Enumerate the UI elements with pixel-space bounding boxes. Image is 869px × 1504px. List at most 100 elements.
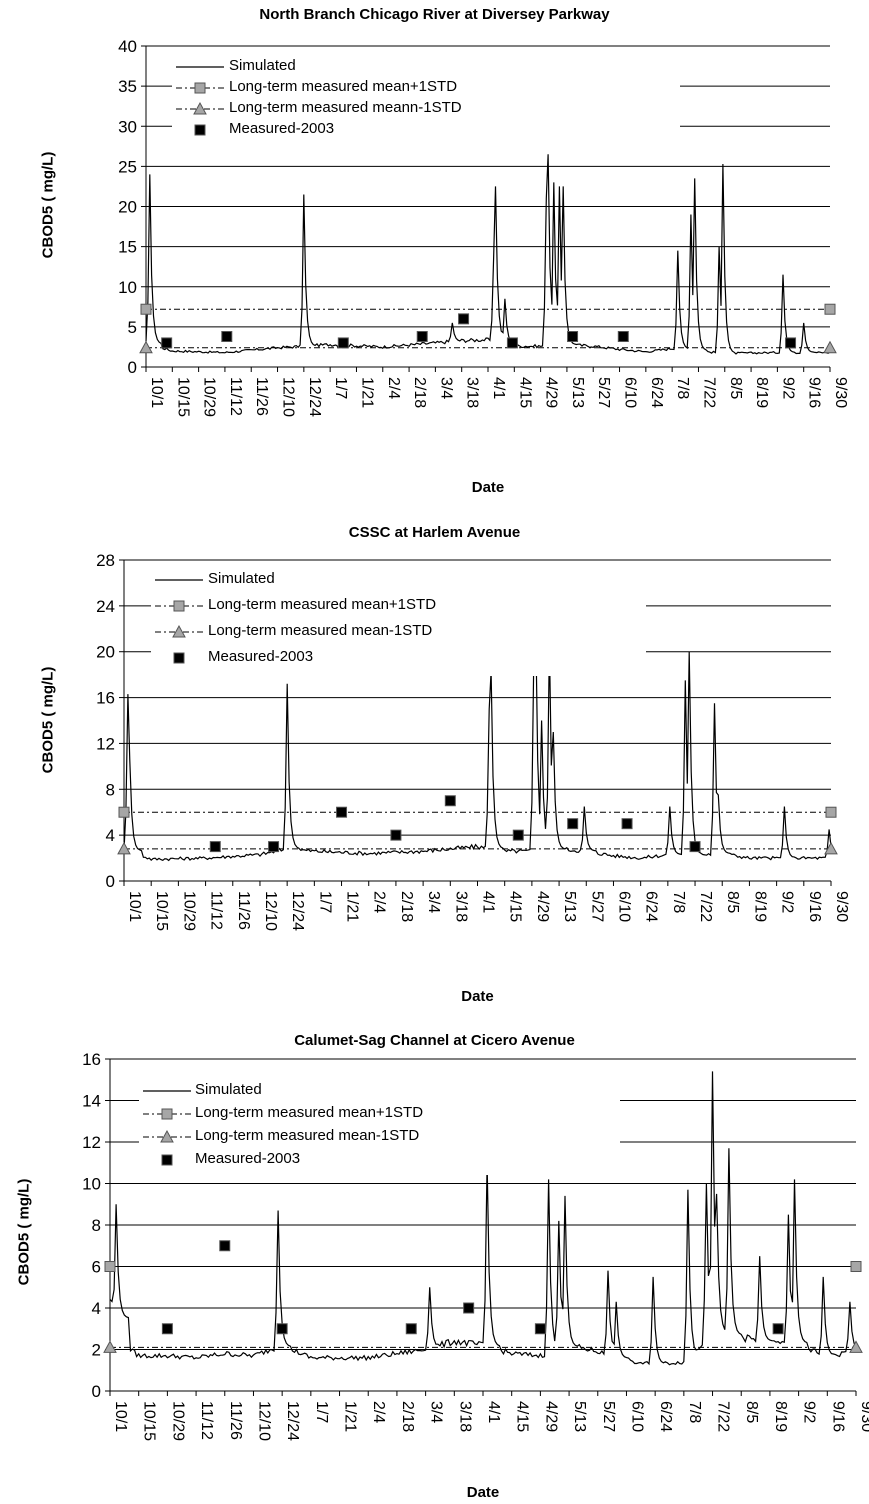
series-mean-plus-std-marker	[824, 303, 836, 315]
series-simulated-line	[109, 1071, 857, 1366]
x-tick-label: 3/4	[428, 1401, 445, 1423]
chart-svg-cicero: 0 2 4 6 8 10 12 14 16 10/1 10/15 10/29 11/12 11/26 12/…	[82, 1050, 869, 1441]
x-tick-label: 9/30	[858, 1401, 869, 1432]
x-tick-label: 10/1	[112, 1401, 129, 1432]
y-axis-label: CBOD5 ( mg/L)	[39, 151, 57, 259]
series-mean-plus-std-marker	[850, 1261, 862, 1272]
y-tick-label: 25	[118, 157, 137, 176]
x-axis-label: Date	[461, 988, 494, 1005]
x-tick-label: 6/24	[657, 1401, 674, 1432]
y-tick-label: 4	[92, 1299, 101, 1318]
legend-label-measured-2003: Measured-2003	[208, 648, 314, 665]
x-tick-label: 9/2	[779, 377, 796, 399]
x-tick-label: 10/1	[148, 377, 165, 408]
gridlines	[146, 45, 830, 328]
series-measured-2003-point	[336, 806, 348, 818]
x-tick-label: 10/29	[201, 377, 218, 417]
x-tick-label: 11/26	[235, 891, 252, 930]
legend-label-mean-minus-std: Long-term measured mean-1STD	[195, 1127, 420, 1144]
x-tick-label: 4/15	[514, 1401, 531, 1432]
legend-marker-measured-2003	[173, 652, 185, 664]
y-tick-label: 24	[96, 597, 115, 616]
legend-marker-mean-plus-std	[194, 82, 206, 94]
x-tick-label: 9/30	[833, 891, 850, 922]
x-tick-label: 7/8	[674, 377, 691, 399]
x-tick-label: 1/7	[332, 377, 349, 399]
y-tick-label: 35	[118, 77, 137, 96]
y-tick-label: 14	[82, 1092, 101, 1111]
x-tick-label: 6/24	[648, 377, 665, 408]
x-tick-label: 1/21	[344, 891, 361, 922]
series-mean-plus-std-marker	[825, 806, 837, 818]
x-tick-label: 4/1	[485, 1401, 502, 1423]
y-tick-label: 5	[128, 318, 137, 337]
x-tick-label: 12/10	[255, 1401, 272, 1441]
x-tick-label: 3/18	[456, 1401, 473, 1432]
series-simulated-line	[123, 628, 832, 862]
series-measured-2003-point	[463, 1302, 475, 1314]
x-tick-label: 7/8	[686, 1401, 703, 1423]
x-tick-label: 10/29	[169, 1401, 186, 1441]
chart-panel-cicero: Calumet-Sag Channel at Cicero Avenue 0 2 4…	[0, 1000, 869, 1504]
x-tick-label: 1/21	[358, 377, 375, 408]
series-measured-2003-point	[512, 829, 524, 841]
chart-panel-harlem: CSSC at Harlem Avenue 0 4 8 12 16 20 24 28 10/1 1…	[0, 500, 869, 1005]
y-tick-label: 12	[96, 734, 115, 753]
x-tick-label: 1/7	[316, 891, 333, 913]
x-tick-label: 7/8	[670, 891, 687, 913]
x-tick-label: 4/1	[490, 377, 507, 399]
series-measured-2003-point	[534, 1323, 546, 1335]
y-tick-label: 20	[96, 643, 115, 662]
legend-label-simulated: Simulated	[208, 570, 275, 587]
series-measured-2003-point	[209, 841, 221, 853]
x-tick-label: 10/1	[126, 891, 143, 922]
x-tick-label: 11/12	[227, 377, 244, 416]
series-measured-2003-point	[219, 1240, 231, 1252]
x-tick-label: 5/27	[595, 377, 612, 408]
x-tick-label: 11/12	[198, 1401, 215, 1440]
x-tick-label: 12/10	[262, 891, 279, 931]
legend-marker-mean-minus-std	[160, 1129, 174, 1143]
x-tick-label: 10/29	[180, 891, 197, 931]
x-tick-label: 5/27	[600, 1401, 617, 1432]
x-tick-label: 2/4	[370, 1401, 387, 1423]
x-tick-label: 8/19	[751, 891, 768, 922]
x-tick-label: 10/15	[174, 377, 191, 417]
x-tick-label: 8/5	[724, 891, 741, 913]
y-tick-label: 8	[92, 1216, 101, 1235]
series-measured-2003-point	[785, 337, 797, 349]
series-measured-2003-point	[405, 1323, 417, 1335]
y-tick-label: 16	[96, 689, 115, 708]
legend-marker-mean-minus-std	[193, 101, 207, 115]
x-tick-label: 7/22	[697, 891, 714, 922]
y-tick-label: 12	[82, 1133, 101, 1152]
legend-label-mean-plus-std: Long-term measured mean+1STD	[208, 596, 437, 613]
series-measured-2003-point	[276, 1323, 288, 1335]
series-measured-2003-point	[458, 313, 470, 325]
x-tick-label: 12/10	[280, 377, 297, 417]
y-tick-label: 0	[106, 872, 115, 891]
x-tick-label: 9/16	[829, 1401, 846, 1432]
chart-title: Calumet-Sag Channel at Cicero Avenue	[294, 1032, 575, 1049]
series-measured-2003-point	[772, 1323, 784, 1335]
x-tick-label: 12/24	[306, 377, 323, 417]
series-measured-2003-point	[161, 337, 173, 349]
series-measured-2003-point	[444, 795, 456, 807]
y-tick-label: 8	[106, 780, 115, 799]
legend-label-mean-plus-std: Long-term measured mean+1STD	[229, 78, 458, 95]
series-measured-2003-point	[567, 331, 579, 343]
x-tick-label: 9/2	[779, 891, 796, 913]
x-tick-label: 2/4	[371, 891, 388, 913]
series-simulated-line	[145, 154, 831, 355]
series-mean-minus-std-marker	[139, 340, 153, 354]
y-tick-label: 20	[118, 198, 137, 217]
legend-label-mean-minus-std: Long-term measured meann-1STD	[229, 99, 462, 116]
y-tick-label: 10	[82, 1175, 101, 1194]
x-tick-label: 2/18	[398, 891, 415, 922]
series-mean-minus-std-marker	[103, 1340, 117, 1353]
x-tick-label: 9/30	[832, 377, 849, 408]
x-tick-label: 4/15	[507, 891, 524, 922]
series-mean-minus-std-marker	[824, 841, 838, 855]
x-tick-label: 5/13	[571, 1401, 588, 1432]
series-measured-2003-point	[337, 337, 349, 349]
